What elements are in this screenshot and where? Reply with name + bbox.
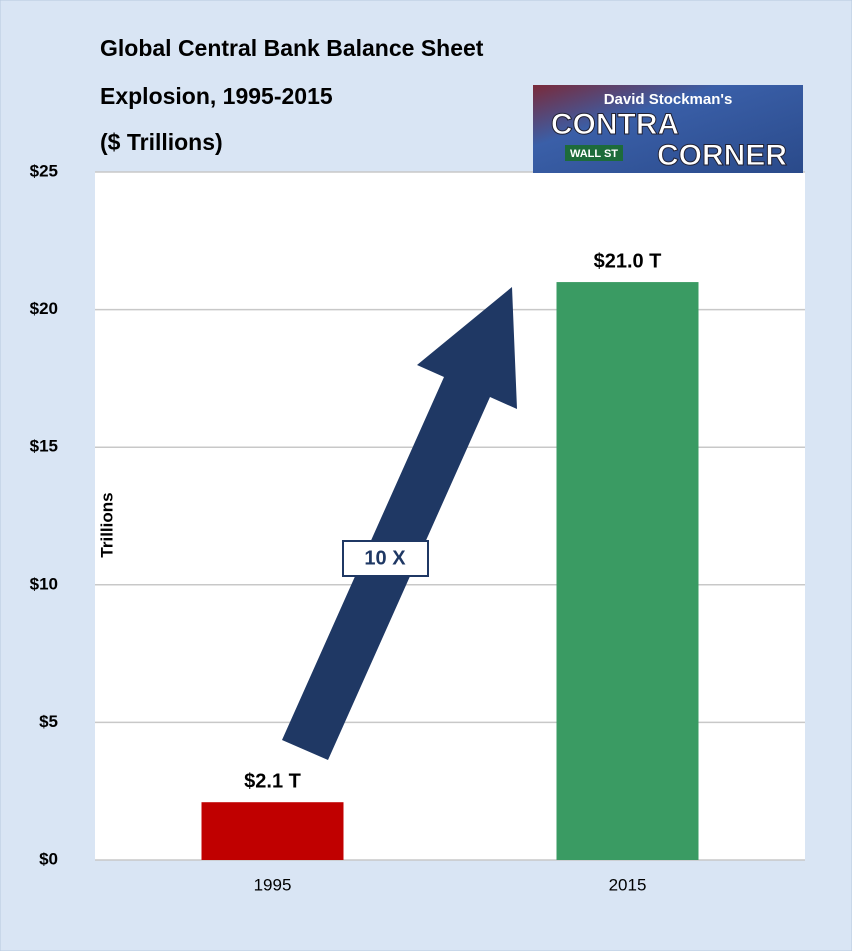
y-tick-label: $25: [30, 161, 58, 180]
y-tick-label: $20: [30, 299, 58, 318]
bar: [556, 282, 699, 861]
logo-text: CORNER: [657, 139, 787, 172]
logo-text: David Stockman's: [604, 91, 733, 108]
bar: [201, 802, 344, 860]
chart-title: Explosion, 1995-2015: [100, 83, 333, 109]
y-tick-label: $0: [39, 849, 58, 868]
annotation-box: [342, 540, 429, 577]
arrow: [282, 287, 517, 760]
x-tick-label: 2015: [609, 875, 647, 894]
y-axis-label: Trillions: [97, 492, 116, 557]
x-tick-label: 1995: [254, 875, 292, 894]
chart-subtitle: ($ Trillions): [100, 129, 223, 155]
y-tick-label: $15: [30, 437, 58, 456]
data-label: $2.1 T: [244, 770, 301, 792]
annotation: 10 X: [364, 547, 406, 569]
chart-title: Global Central Bank Balance Sheet: [100, 35, 484, 61]
logo-text: WALL ST: [570, 148, 618, 160]
y-tick-label: $10: [30, 574, 58, 593]
logo-text: CONTRA: [551, 108, 679, 141]
data-label: $21.0 T: [594, 250, 662, 272]
y-tick-label: $5: [39, 712, 58, 731]
logo-sign: [565, 145, 623, 161]
